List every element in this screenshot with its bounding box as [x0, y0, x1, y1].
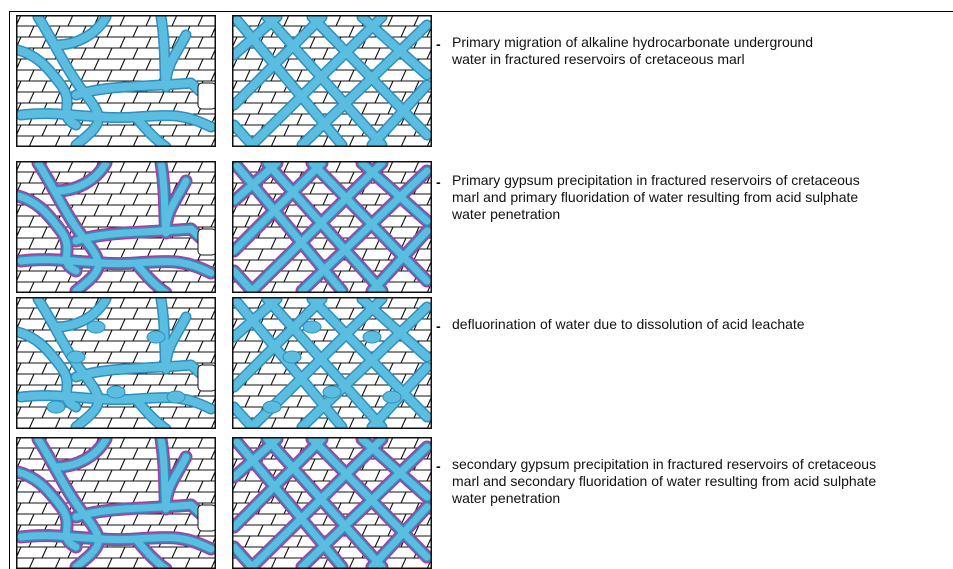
- marl-panel-svg: [232, 297, 432, 429]
- row4-bullet: -: [436, 458, 441, 474]
- row2-right-panel: [232, 161, 432, 293]
- fracture-network: [16, 161, 216, 293]
- fracture-network: [232, 15, 432, 147]
- row3-right-panel: [232, 297, 432, 429]
- dissolution-voids: [262, 320, 402, 414]
- marl-panel-svg: [232, 437, 432, 569]
- row2-bullet: -: [436, 174, 441, 190]
- marl-panel-svg: [16, 297, 216, 429]
- row4-left-panel: [16, 437, 216, 569]
- row1-bullet: -: [436, 36, 441, 52]
- row2-caption: - Primary gypsum precipitation in fractu…: [436, 172, 951, 223]
- fracture-network: [16, 15, 216, 147]
- row4-caption-text: secondary gypsum precipitation in fractu…: [452, 456, 877, 506]
- row3-left-panel: [16, 297, 216, 429]
- fracture-network: [16, 297, 216, 429]
- marl-panel-svg: [232, 15, 432, 147]
- row3-caption-text: defluorination of water due to dissoluti…: [452, 316, 805, 332]
- row3-caption: - defluorination of water due to dissolu…: [436, 316, 951, 334]
- row1-caption: - Primary migration of alkaline hydrocar…: [436, 34, 951, 68]
- marl-panel-svg: [16, 161, 216, 293]
- row4-right-panel: [232, 437, 432, 569]
- row1-left-panel: [16, 15, 216, 147]
- fracture-network: [232, 437, 432, 569]
- row1-caption-text: Primary migration of alkaline hydrocarbo…: [452, 34, 814, 67]
- row4-caption: - secondary gypsum precipitation in frac…: [436, 456, 951, 507]
- row1-right-panel: [232, 15, 432, 147]
- marl-panel-svg: [232, 161, 432, 293]
- fracture-network: [16, 437, 216, 569]
- top-border: [9, 11, 953, 12]
- fracture-network: [232, 161, 432, 293]
- row2-caption-text: Primary gypsum precipitation in fracture…: [452, 172, 860, 222]
- row3-bullet: -: [436, 318, 441, 334]
- row2-left-panel: [16, 161, 216, 293]
- dissolution-voids: [46, 320, 186, 414]
- marl-panel-svg: [16, 437, 216, 569]
- left-border: [9, 11, 10, 569]
- marl-panel-svg: [16, 15, 216, 147]
